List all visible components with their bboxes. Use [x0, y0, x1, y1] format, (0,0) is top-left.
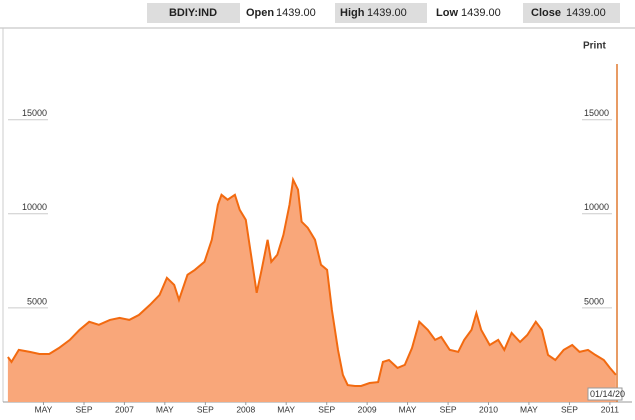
print-button[interactable]: Print [583, 41, 606, 52]
header-box [147, 3, 240, 23]
plot [7, 176, 617, 402]
annotation-box [587, 387, 623, 401]
annotation: 01/14/20 [590, 389, 625, 399]
y-tick-label: 5000 [27, 296, 47, 306]
field-value: 1439.00 [276, 7, 316, 19]
field-label: High [340, 7, 365, 19]
x-tick-label: SEP [318, 404, 335, 414]
x-tick-label: 2007 [115, 404, 134, 414]
x-tick-label: MAY [156, 404, 174, 414]
field-label: Close [531, 7, 561, 19]
header-box [523, 3, 620, 23]
x-tick-label: SEP [440, 404, 457, 414]
x-tick-label: 2011 [601, 404, 620, 414]
field-label: Open [246, 7, 274, 19]
x-tick-label: MAY [35, 404, 53, 414]
field-value: 1439.00 [367, 7, 407, 19]
x-tick-label: 2009 [358, 404, 377, 414]
x-tick-label: MAY [520, 404, 538, 414]
field-value: 1439.00 [566, 7, 606, 19]
x-tick-label: MAY [277, 404, 295, 414]
header-box [335, 3, 427, 23]
y-tick-label: 10000 [584, 202, 609, 212]
x-tick-label: 2008 [236, 404, 255, 414]
x-tick-label: SEP [561, 404, 578, 414]
y-tick-label: 15000 [22, 108, 47, 118]
field-label: Low [436, 7, 458, 19]
x-tick-label: MAY [399, 404, 417, 414]
area [7, 179, 616, 402]
y-tick-label: 15000 [584, 108, 609, 118]
x-tick-label: SEP [75, 404, 92, 414]
ticker: BDIY:IND [169, 7, 217, 19]
x-tick-label: 2010 [479, 404, 498, 414]
y-tick-label: 10000 [22, 202, 47, 212]
line [7, 176, 617, 387]
x-tick-label: SEP [197, 404, 214, 414]
y-tick-label: 5000 [584, 296, 604, 306]
field-value: 1439.00 [461, 7, 501, 19]
